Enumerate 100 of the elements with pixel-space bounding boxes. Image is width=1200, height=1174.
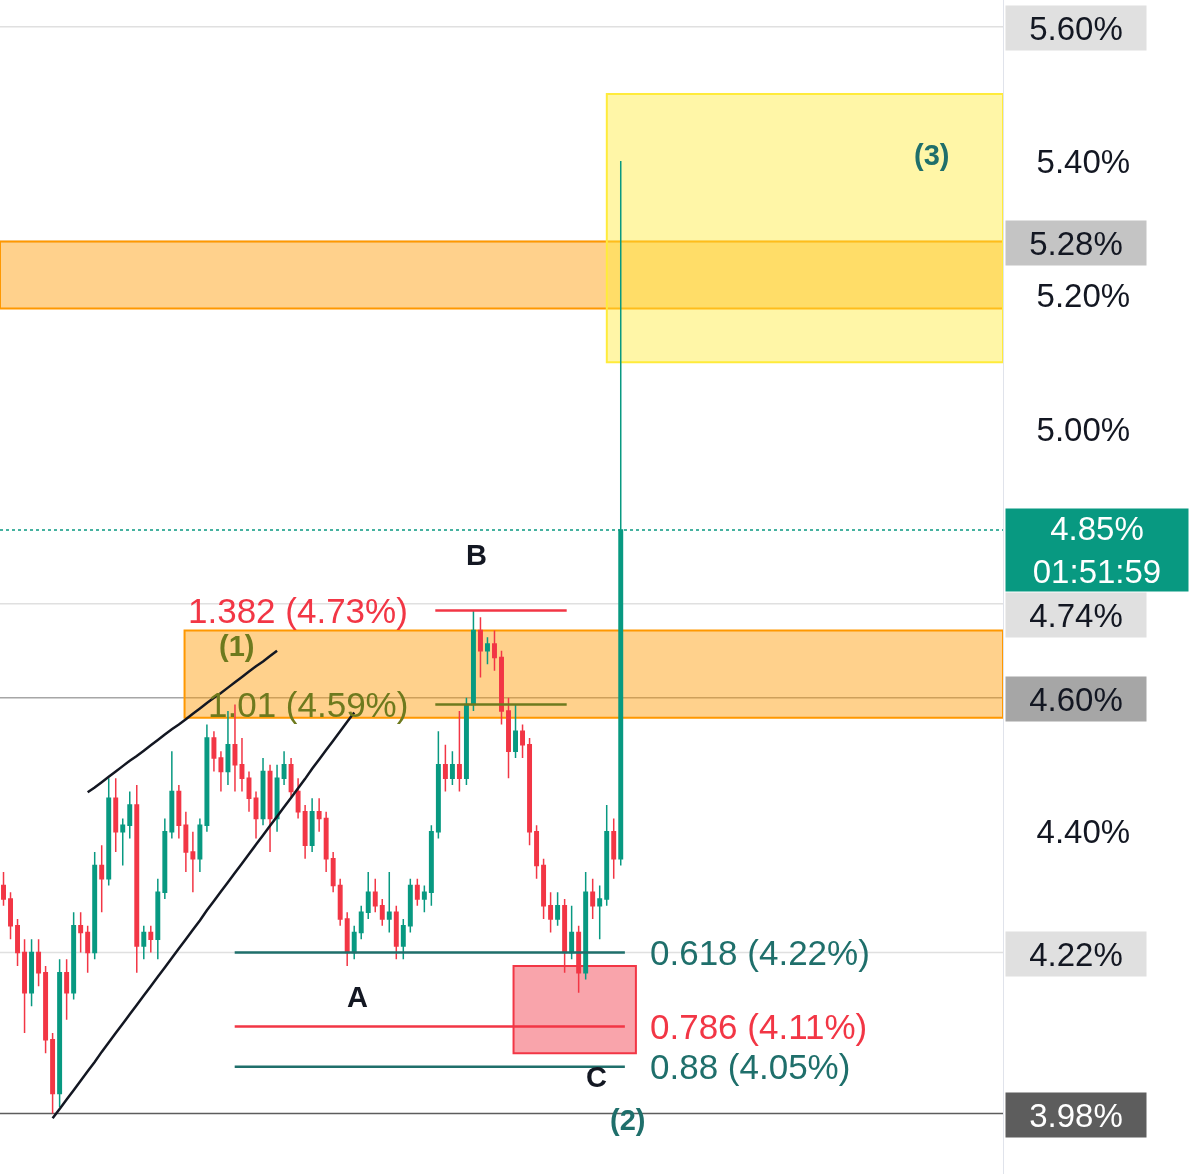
candlestick: [197, 817, 203, 873]
candlestick: [113, 777, 119, 853]
candlestick: [127, 790, 133, 840]
candlestick: [485, 636, 490, 665]
candlestick: [148, 925, 154, 954]
ref-line-label: 5.28%: [1029, 224, 1123, 262]
candlestick: [520, 723, 526, 759]
candlestick: [323, 810, 329, 873]
candlestick: [555, 891, 561, 927]
candlestick: [527, 737, 533, 847]
candlestick: [548, 891, 554, 934]
candlestick: [281, 750, 287, 786]
candlestick: [414, 878, 420, 907]
candlestick: [407, 878, 413, 934]
ref-line-label: 5.60%: [1029, 9, 1123, 47]
candlestick: [71, 911, 77, 1001]
candlestick: [302, 804, 308, 860]
candlestick: [316, 797, 322, 833]
candlestick: [169, 750, 175, 840]
candlestick: [351, 925, 357, 961]
candlestick: [120, 817, 126, 867]
candlestick: [562, 898, 568, 974]
candlestick: [499, 649, 504, 726]
candlestick: [583, 871, 589, 981]
ref-line-label: 0.88 (4.05%): [650, 1047, 851, 1086]
candlestick: [190, 831, 196, 893]
ref-line-label: 0.786 (4.11%): [650, 1007, 868, 1046]
candlestick: [141, 925, 147, 961]
candlestick: [92, 851, 98, 961]
candlestick: [576, 925, 582, 994]
ref-line-label: 1.01 (4.59%): [208, 685, 409, 724]
ref-line-label: 4.22%: [1029, 935, 1123, 973]
candlestick: [569, 904, 575, 961]
candlestick: [239, 737, 245, 793]
y-tick-label: 5.40%: [1036, 142, 1131, 180]
candlestick: [295, 777, 301, 820]
candlestick: [358, 904, 364, 940]
candlestick: [57, 958, 63, 1108]
candlestick: [204, 723, 210, 833]
candlestick: [506, 696, 511, 779]
candlestick: [372, 878, 378, 914]
candlestick: [442, 743, 448, 793]
candlestick: [183, 810, 189, 873]
candlestick: [218, 750, 224, 793]
candlestick: [534, 824, 540, 880]
candlestick: [78, 911, 84, 954]
ref-line-label: 1.382 (4.73%): [188, 591, 408, 630]
candlestick: [155, 878, 161, 961]
ref-line-label: 4.85% 01:51:59: [1032, 510, 1162, 590]
candlestick: [590, 878, 596, 920]
candlestick: [470, 609, 476, 712]
candlestick: [134, 784, 140, 974]
candlestick: [604, 804, 610, 907]
candlestick: [36, 938, 42, 987]
ref-line-label: 3.98%: [1029, 1096, 1123, 1134]
candlestick: [463, 696, 469, 786]
annotation: C: [586, 1061, 607, 1093]
candlestick: [597, 884, 603, 940]
candlestick: [106, 777, 112, 887]
candlestick: [456, 710, 462, 793]
annotation: A: [347, 981, 368, 1013]
candlestick: [260, 757, 266, 826]
candlestick: [274, 764, 280, 833]
candlestick: [246, 770, 252, 813]
candlestick: [421, 884, 427, 914]
candlestick: [8, 891, 13, 940]
candlestick: [492, 629, 497, 672]
y-tick-label: 4.40%: [1036, 813, 1131, 851]
annotation: B: [466, 539, 487, 571]
candlestick: [365, 871, 371, 920]
candlestick: [330, 851, 336, 893]
candlestick: [513, 703, 518, 759]
candlestick: [162, 817, 168, 900]
annotation: (1): [219, 630, 255, 662]
candlestick: [22, 938, 28, 1034]
candlestick: [50, 1032, 56, 1115]
candlestick: [393, 904, 399, 961]
ref-line-label: 4.60%: [1029, 680, 1123, 718]
annotation: (3): [914, 139, 950, 171]
candlestick: [337, 878, 343, 927]
candlestick: [99, 844, 105, 914]
candlestick: [541, 857, 547, 920]
annotation: (2): [610, 1104, 646, 1136]
candlestick: [344, 911, 350, 967]
candlestick: [477, 616, 483, 679]
candlestick: [267, 764, 273, 853]
candlestick: [309, 797, 315, 853]
y-tick-label: 5.00%: [1036, 410, 1131, 448]
candlestick: [611, 817, 617, 880]
candlestick: [29, 938, 35, 1008]
ref-line-label: 4.74%: [1029, 596, 1123, 634]
y-tick-label: 5.20%: [1036, 276, 1131, 314]
candlestick: [379, 898, 385, 927]
candlestick: [400, 918, 406, 961]
candlestick: [386, 871, 392, 934]
candlestick: [435, 730, 441, 840]
ref-line-label: 0.618 (4.22%): [650, 933, 870, 972]
candlestick: [176, 784, 182, 840]
candlestick: [428, 824, 434, 907]
candlestick: [85, 925, 91, 974]
